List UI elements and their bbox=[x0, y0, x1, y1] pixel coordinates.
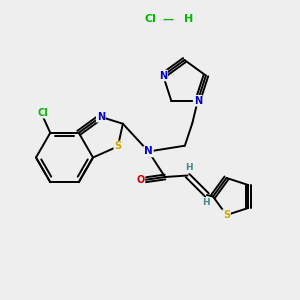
Text: S: S bbox=[114, 141, 122, 152]
Text: N: N bbox=[194, 96, 202, 106]
Text: S: S bbox=[223, 210, 230, 220]
Text: N: N bbox=[97, 112, 105, 122]
Text: O: O bbox=[136, 175, 145, 185]
Text: H: H bbox=[185, 164, 193, 172]
Text: N: N bbox=[159, 70, 167, 80]
Text: H: H bbox=[202, 198, 209, 207]
Text: N: N bbox=[144, 146, 153, 157]
Text: —: — bbox=[162, 14, 174, 25]
Text: Cl: Cl bbox=[38, 108, 48, 118]
Text: H: H bbox=[184, 14, 194, 25]
Text: Cl: Cl bbox=[144, 14, 156, 25]
